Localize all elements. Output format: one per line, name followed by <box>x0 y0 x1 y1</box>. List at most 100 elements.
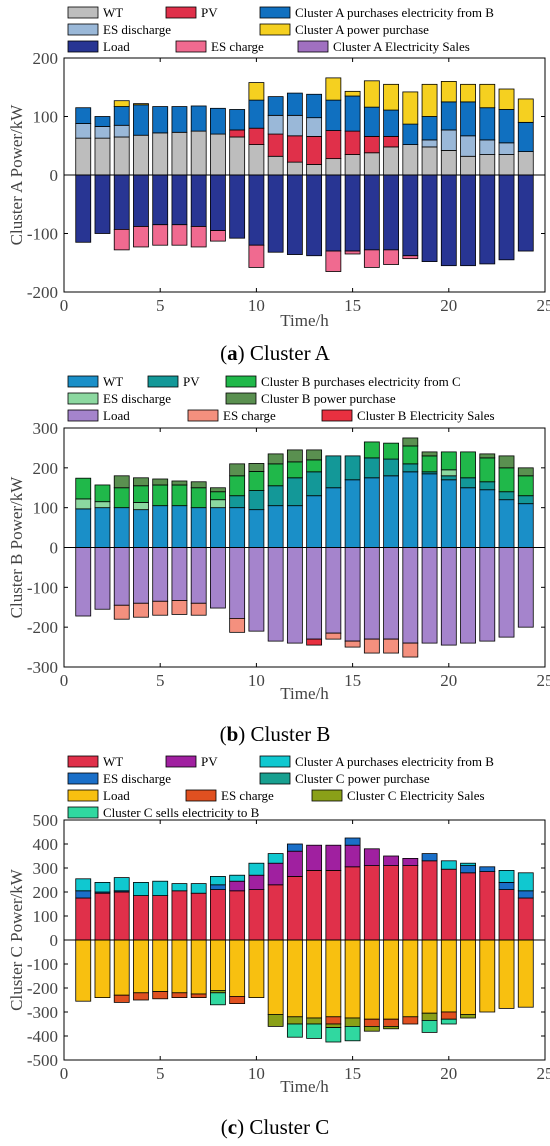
bar-pp-18 <box>402 437 419 447</box>
bar-load-21 <box>460 547 476 644</box>
bar-pur-11 <box>267 463 284 487</box>
legend-swatch-wt <box>67 755 99 768</box>
chart-panel-b: WT PV Cluster B purchases electricity from… <box>7 374 550 746</box>
bar-esd-23 <box>498 882 515 891</box>
bar-sale-12 <box>286 1016 303 1025</box>
x-tick-label: 25 <box>537 671 550 690</box>
bar-esd-2 <box>94 501 111 509</box>
legend-label-esc: ES charge <box>223 408 276 423</box>
bar-wt-17 <box>383 146 399 176</box>
bar-pp-17 <box>383 83 399 111</box>
bar-load-9 <box>229 939 246 997</box>
bar-pv-14 <box>325 455 342 489</box>
bar-wt-21 <box>460 487 476 548</box>
legend-swatch-pp <box>225 392 257 405</box>
bar-esc-18 <box>402 642 419 658</box>
bar-pv-15 <box>344 844 361 868</box>
bars <box>75 77 534 272</box>
bar-pur-10 <box>248 471 265 491</box>
bar-pv-21 <box>460 477 476 489</box>
legend-label-sale: Cluster B Electricity Sales <box>357 408 495 423</box>
panel-caption: (b) Cluster B <box>220 722 331 746</box>
bar-load-2 <box>94 939 111 998</box>
bar-pv-17 <box>383 855 399 867</box>
bar-wt-7 <box>190 892 207 941</box>
bar-load-16 <box>363 174 380 251</box>
y-tick-label: -300 <box>27 1003 58 1022</box>
bar-sellb-12 <box>286 1023 303 1038</box>
bar-load-4 <box>133 547 149 604</box>
bar-esc-18 <box>402 255 419 260</box>
bar-sellb-14 <box>325 1027 342 1043</box>
bar-load-13 <box>306 939 323 1019</box>
bar-pur-23 <box>498 467 515 493</box>
bar-esc-10 <box>248 244 265 268</box>
bar-sellb-20 <box>440 1018 457 1025</box>
bar-pp-23 <box>498 455 515 469</box>
bar-load-12 <box>286 939 303 1018</box>
bar-load-8 <box>210 174 226 231</box>
bar-load-5 <box>152 174 169 226</box>
bar-pur-21 <box>460 451 476 479</box>
bar-wt-9 <box>229 136 246 176</box>
bar-pur-6 <box>171 484 188 507</box>
x-tick-label: 25 <box>537 296 550 315</box>
legend-swatch-esc <box>187 409 219 422</box>
legend-label-load: Load <box>103 408 130 423</box>
bar-pp-22 <box>479 83 496 109</box>
y-tick-label: 0 <box>50 931 59 950</box>
bar-pur-8 <box>210 107 226 135</box>
x-tick-label: 15 <box>344 296 361 315</box>
bar-pv-11 <box>267 862 284 886</box>
bar-pur-10 <box>248 862 265 876</box>
bar-pur-2 <box>94 116 111 127</box>
bar-load-14 <box>325 174 342 252</box>
bar-load-3 <box>113 939 130 996</box>
legend-swatch-load <box>67 40 99 53</box>
bar-wt-8 <box>210 507 226 548</box>
bar-sellb-13 <box>306 1023 323 1039</box>
bar-sale-16 <box>363 1026 380 1032</box>
bar-wt-14 <box>325 870 342 941</box>
bar-esc-5 <box>152 600 169 616</box>
bar-pp-4 <box>133 103 149 106</box>
bar-esd-3 <box>113 124 130 138</box>
bar-wt-10 <box>248 144 265 176</box>
y-axis-label: Cluster C Power/kW <box>7 868 26 1011</box>
legend-label-wt: WT <box>103 5 123 20</box>
bar-load-5 <box>152 547 169 602</box>
bar-esc-7 <box>190 993 207 998</box>
y-tick-label: -100 <box>27 578 58 597</box>
bar-pp-12 <box>286 449 303 463</box>
y-tick-label: 200 <box>33 883 59 902</box>
bar-esd-21 <box>460 865 476 874</box>
legend-swatch-sale <box>311 789 343 802</box>
y-tick-label: 300 <box>33 419 59 438</box>
bar-wt-24 <box>517 151 534 176</box>
bar-wt-11 <box>267 884 284 941</box>
legend-swatch-pur <box>225 375 257 388</box>
legend-swatch-pv <box>165 755 197 768</box>
x-ticks: 0 5 10 15 20 25 <box>60 820 550 1083</box>
bar-load-15 <box>344 547 361 642</box>
bar-wt-12 <box>286 505 303 548</box>
bar-esd-20 <box>440 129 457 151</box>
bar-sale-15 <box>344 1017 361 1027</box>
y-tick-label: 500 <box>33 811 59 830</box>
y-tick-label: -200 <box>27 618 58 637</box>
bar-wt-10 <box>248 509 265 548</box>
bar-pur-20 <box>440 101 457 131</box>
y-tick-label: 100 <box>33 108 59 127</box>
bar-esd-12 <box>286 114 303 137</box>
bar-pur-24 <box>517 872 534 892</box>
legend-swatch-wt <box>67 6 99 19</box>
legend-label-pp: Cluster B power purchase <box>261 391 396 406</box>
bar-esd-22 <box>479 139 496 155</box>
bar-pur-16 <box>363 106 380 137</box>
bar-load-2 <box>94 547 111 610</box>
legend-label-load: Load <box>103 788 130 803</box>
legend-swatch-sellb <box>67 806 99 819</box>
y-tick-label: 200 <box>33 49 59 68</box>
bar-pur-23 <box>498 109 515 144</box>
bar-esc-5 <box>152 224 169 246</box>
